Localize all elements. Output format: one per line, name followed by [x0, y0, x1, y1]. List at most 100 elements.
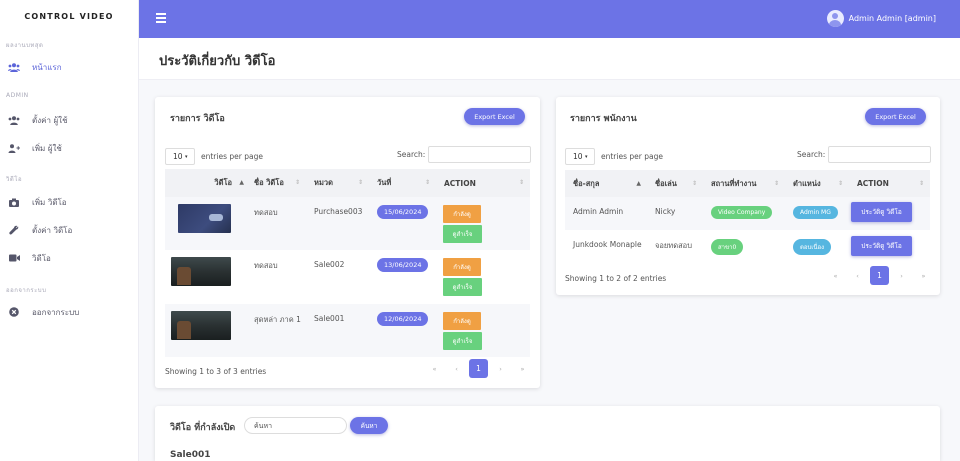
video-list-title: รายการ วิดีโอ — [170, 114, 225, 124]
wrench-icon — [8, 225, 20, 235]
sidebar-item-videos[interactable]: วิดีโอ — [0, 244, 139, 272]
view-history-button[interactable]: ประวัติดู วิดีโอ — [851, 236, 912, 256]
col-header-workplace[interactable]: สถานที่ทำงาน ⇕ — [703, 170, 785, 197]
topbar: Admin Admin [admin] — [139, 0, 960, 38]
table-info: Showing 1 to 2 of 2 entries — [565, 274, 667, 283]
position-badge: Admin MG — [793, 206, 838, 219]
page-current-button[interactable]: 1 — [469, 359, 488, 378]
sidebar-item-add-video[interactable]: เพิ่ม วิดีโอ — [0, 188, 139, 216]
sidebar-item-add-user[interactable]: เพิ่ม ผู้ใช้ — [0, 134, 139, 162]
page-current-button[interactable]: 1 — [870, 266, 889, 285]
pagination: « ‹ 1 › » — [823, 266, 933, 285]
col-header-fullname[interactable]: ชื่อ-สกุล ▲ — [565, 170, 647, 197]
export-excel-button[interactable]: Export Excel — [865, 108, 926, 125]
page-first-button[interactable]: « — [432, 364, 437, 373]
section-title-dashboard: ผลงานบทสุด — [6, 42, 44, 49]
sidebar-item-user-settings[interactable]: ตั้งค่า ผู้ใช้ — [0, 106, 139, 134]
entries-length: 10 ▾ entries per page — [565, 148, 663, 165]
video-table: วิดีโอ ▲ ชื่อ วิดีโอ ⇕ หมวด ⇕ วันที่ ⇕ ACTIO… — [165, 169, 530, 357]
video-thumbnail[interactable] — [178, 204, 231, 233]
entries-suffix: entries per page — [201, 152, 263, 161]
page-prev-button[interactable]: ‹ — [455, 364, 458, 373]
table-row: สุดหล่า ภาค 1 Sale001 12/06/2024 กำลังดู… — [165, 304, 530, 357]
sidebar-item-label: วิดีโอ — [32, 253, 51, 263]
menu-toggle-icon[interactable] — [156, 13, 166, 23]
table-row: Junkdook Monaple จอยทดสอบ สาขา0 ตอบเนื่อ… — [565, 230, 930, 264]
page-last-button[interactable]: » — [520, 364, 525, 373]
camera-icon — [8, 197, 20, 207]
search-input[interactable] — [828, 146, 932, 163]
workplace-badge: สาขา0 — [711, 239, 744, 255]
video-thumbnail[interactable] — [171, 257, 231, 286]
entries-per-page-select[interactable]: 10 ▾ — [565, 148, 595, 165]
close-circle-icon — [8, 307, 20, 317]
open-video-search-input[interactable] — [244, 417, 347, 434]
col-header-action[interactable]: ACTION ⇕ — [436, 169, 530, 197]
staff-nickname: Nicky — [647, 197, 703, 230]
video-name: สุดหล่า ภาค 1 — [246, 304, 306, 357]
col-header-video[interactable]: วิดีโอ ▲ — [165, 169, 246, 197]
table-row: ทดสอบ Purchase003 15/06/2024 กำลังดู ดูส… — [165, 197, 530, 250]
section-title-admin: ADMIN — [6, 92, 29, 99]
pagination: « ‹ 1 › » — [422, 359, 532, 378]
position-badge: ตอบเนื่อง — [793, 239, 831, 255]
current-video-name: Sale001 — [170, 450, 211, 460]
watching-button[interactable]: กำลังดู — [443, 258, 481, 276]
sidebar-item-video-settings[interactable]: ตั้งค่า วิดีโอ — [0, 216, 139, 244]
watching-button[interactable]: กำลังดู — [443, 205, 481, 223]
col-header-position[interactable]: ตำแหน่ง ⇕ — [785, 170, 849, 197]
users-icon — [8, 62, 20, 72]
sidebar-item-label: ตั้งค่า ผู้ใช้ — [32, 115, 68, 125]
search-box: Search: — [797, 146, 932, 163]
watched-button[interactable]: ดูสำเร็จ — [443, 332, 482, 350]
col-header-category[interactable]: หมวด ⇕ — [306, 169, 369, 197]
section-title-logout: ออกจากระบบ — [6, 287, 47, 294]
view-history-button[interactable]: ประวัติดู วิดีโอ — [851, 202, 912, 222]
col-header-date[interactable]: วันที่ ⇕ — [369, 169, 436, 197]
page-first-button[interactable]: « — [833, 271, 838, 280]
search-input[interactable] — [428, 146, 532, 163]
video-icon — [8, 253, 20, 263]
video-list-card: รายการ วิดีโอ Export Excel 10 ▾ entries … — [155, 97, 540, 388]
sidebar: CONTROL VIDEO ผลงานบทสุด หน้าแรก ADMIN ต… — [0, 0, 139, 461]
search-label: Search: — [797, 150, 826, 159]
table-info: Showing 1 to 3 of 3 entries — [165, 367, 267, 376]
sidebar-item-label: ออกจากระบบ — [32, 307, 80, 317]
page-prev-button[interactable]: ‹ — [856, 271, 859, 280]
open-video-search-button[interactable]: ค้นหา — [350, 417, 388, 434]
entries-per-page-select[interactable]: 10 ▾ — [165, 148, 195, 165]
date-badge: 13/06/2024 — [377, 258, 429, 272]
sidebar-item-home[interactable]: หน้าแรก — [0, 53, 139, 81]
table-row: Admin Admin Nicky Video Company Admin MG… — [565, 197, 930, 230]
watched-button[interactable]: ดูสำเร็จ — [443, 278, 482, 296]
sidebar-item-label: หน้าแรก — [32, 62, 62, 72]
video-name: ทดสอบ — [246, 197, 306, 250]
sidebar-item-label: เพิ่ม ผู้ใช้ — [32, 143, 62, 153]
page-header: ประวัติเกี่ยวกับ วิดีโอ — [139, 38, 960, 80]
entries-length: 10 ▾ entries per page — [165, 148, 263, 165]
user-menu[interactable]: Admin Admin [admin] — [826, 10, 936, 27]
open-video-title: วิดีโอ ที่กำลังเปิด — [170, 423, 236, 433]
video-category: Purchase003 — [306, 197, 369, 250]
export-excel-button[interactable]: Export Excel — [464, 108, 525, 125]
sidebar-item-label: เพิ่ม วิดีโอ — [32, 197, 67, 207]
page-title: ประวัติเกี่ยวกับ วิดีโอ — [159, 54, 276, 69]
page-next-button[interactable]: › — [499, 364, 502, 373]
col-header-action[interactable]: ACTION ⇕ — [849, 170, 930, 197]
video-thumbnail[interactable] — [171, 311, 231, 340]
staff-table: ชื่อ-สกุล ▲ ชื่อเล่น ⇕ สถานที่ทำงาน ⇕ ตำแหน… — [565, 170, 930, 264]
page-last-button[interactable]: » — [921, 271, 926, 280]
watching-button[interactable]: กำลังดู — [443, 312, 481, 330]
staff-list-title: รายการ พนักงาน — [570, 114, 637, 124]
staff-list-card: รายการ พนักงาน Export Excel 10 ▾ entries… — [556, 97, 940, 295]
table-row: ทดสอบ Sale002 13/06/2024 กำลังดู ดูสำเร็… — [165, 250, 530, 304]
brand-title: CONTROL VIDEO — [24, 11, 114, 21]
search-label: Search: — [397, 150, 426, 159]
col-header-nickname[interactable]: ชื่อเล่น ⇕ — [647, 170, 703, 197]
user-plus-icon — [8, 143, 20, 153]
page-next-button[interactable]: › — [900, 271, 903, 280]
sidebar-item-logout[interactable]: ออกจากระบบ — [0, 298, 139, 326]
watched-button[interactable]: ดูสำเร็จ — [443, 225, 482, 243]
col-header-name[interactable]: ชื่อ วิดีโอ ⇕ — [246, 169, 306, 197]
sidebar-item-label: ตั้งค่า วิดีโอ — [32, 225, 73, 235]
